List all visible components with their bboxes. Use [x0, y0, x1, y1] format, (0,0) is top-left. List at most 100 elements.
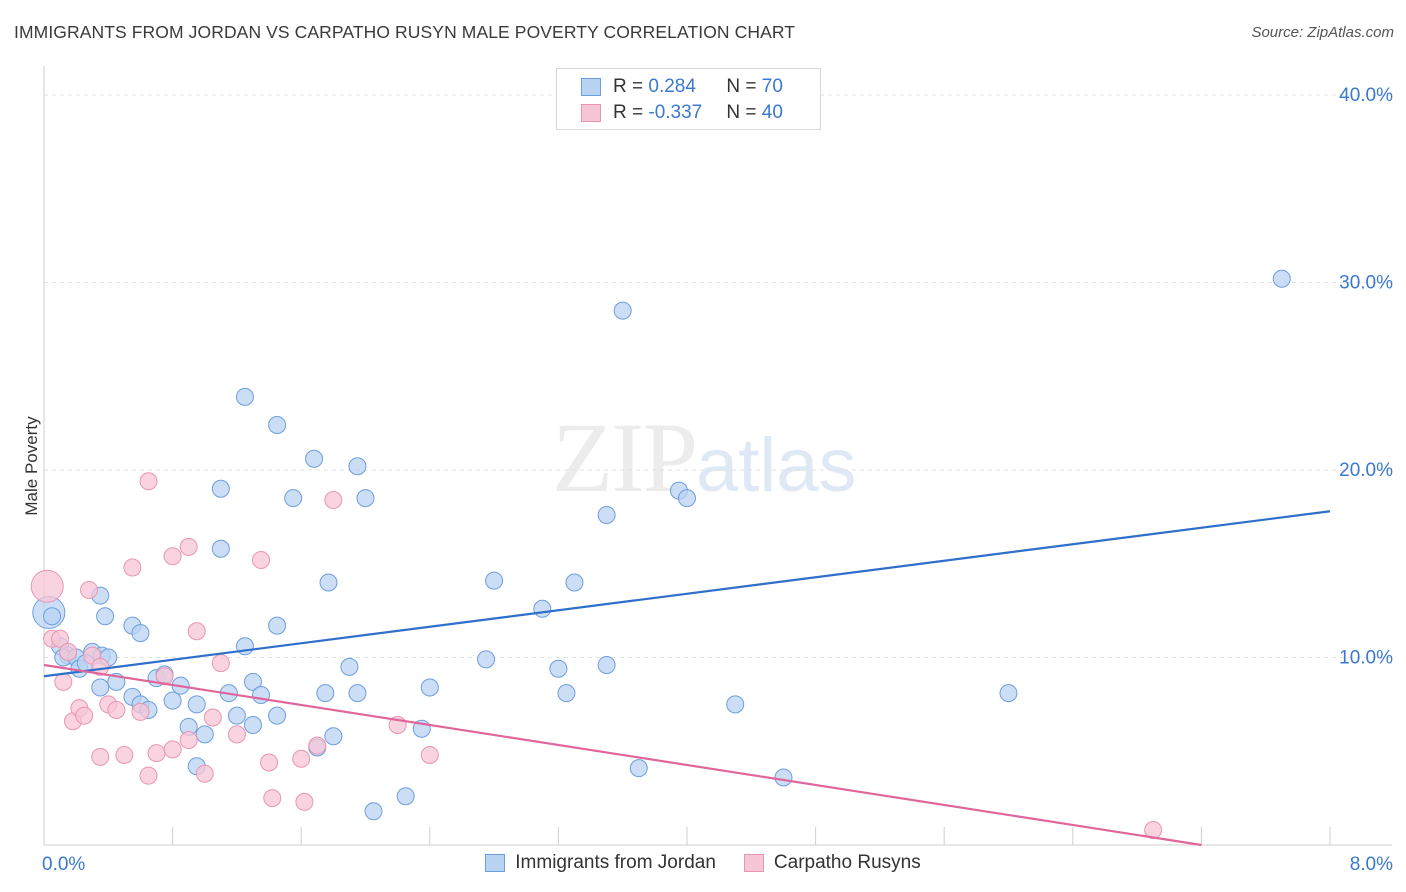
data-point-jordan — [316, 684, 335, 703]
data-point-rusyn — [115, 746, 134, 764]
data-point-rusyn — [195, 764, 214, 783]
data-point-rusyn — [54, 672, 73, 691]
data-point-jordan — [533, 599, 552, 618]
data-point-rusyn — [139, 472, 158, 491]
data-point-rusyn — [163, 740, 182, 759]
data-point-rusyn — [295, 792, 314, 811]
data-point-jordan — [195, 725, 214, 744]
data-point-jordan — [319, 573, 338, 592]
data-point-jordan — [211, 539, 230, 558]
data-point-rusyn — [324, 491, 343, 509]
data-point-jordan — [726, 695, 745, 714]
data-point-jordan — [774, 768, 793, 787]
data-point-jordan — [211, 479, 230, 498]
data-point-rusyn — [59, 642, 78, 661]
data-point-jordan — [549, 659, 568, 678]
data-point-rusyn — [292, 749, 311, 768]
n-value: 40 — [761, 102, 783, 123]
data-point-jordan — [565, 573, 584, 592]
jordan-swatch — [581, 78, 601, 96]
legend-label-rusyn: Carpatho Rusyns — [773, 852, 921, 873]
n-value: 70 — [761, 76, 783, 97]
data-point-rusyn — [51, 629, 70, 648]
source-label: Source: ZipAtlas.com — [1251, 24, 1394, 41]
data-point-jordan — [252, 686, 271, 704]
data-point-jordan — [613, 301, 632, 320]
data-point-jordan — [43, 607, 62, 626]
data-point-jordan — [243, 672, 262, 691]
chart-title: IMMIGRANTS FROM JORDAN VS CARPATHO RUSYN… — [14, 22, 796, 42]
data-point-rusyn — [227, 725, 246, 744]
data-point-jordan — [227, 706, 246, 725]
series-legend: Immigrants from Jordan Carpatho Rusyns — [0, 852, 1406, 874]
data-point-jordan — [356, 489, 375, 508]
legend-swatch-jordan — [485, 854, 506, 872]
data-point-jordan — [243, 716, 262, 734]
data-point-rusyn — [107, 701, 126, 719]
data-point-jordan — [1272, 269, 1291, 288]
y-tick-label: 10.0% — [1339, 648, 1393, 669]
data-point-jordan — [131, 624, 150, 643]
r-label: R = — [613, 76, 649, 97]
data-point-jordan — [324, 727, 343, 746]
data-point-jordan — [678, 489, 696, 508]
data-point-jordan — [284, 489, 303, 508]
data-point-jordan — [268, 416, 287, 434]
y-axis-label: Male Poverty — [22, 416, 41, 516]
legend-label-jordan: Immigrants from Jordan — [515, 852, 716, 873]
data-point-rusyn — [139, 766, 158, 785]
data-point-jordan — [187, 695, 206, 714]
data-point-rusyn — [260, 753, 279, 772]
legend-item-rusyn: Carpatho Rusyns — [743, 852, 921, 874]
data-point-rusyn — [203, 708, 222, 727]
data-point-jordan — [268, 706, 287, 725]
n-label: N = — [726, 76, 762, 97]
data-point-rusyn — [211, 654, 230, 673]
stats-legend: R = 0.284 N = 70 R = -0.337 N = 40 — [556, 68, 821, 130]
data-point-rusyn — [308, 736, 327, 755]
data-point-rusyn — [187, 622, 206, 641]
y-tick-label: 30.0% — [1339, 273, 1393, 294]
data-point-jordan — [163, 691, 182, 710]
data-point-jordan — [420, 678, 439, 697]
data-point-rusyn — [179, 731, 198, 749]
data-point-jordan — [91, 678, 110, 697]
data-point-jordan — [348, 457, 367, 476]
data-point-jordan — [268, 616, 287, 635]
data-point-rusyn — [75, 706, 94, 725]
watermark-atlas: atlas — [696, 423, 857, 508]
data-point-rusyn — [30, 569, 64, 603]
rusyn-swatch — [581, 104, 601, 122]
stats-legend-row-jordan: R = 0.284 N = 70 — [581, 74, 783, 100]
data-point-rusyn — [163, 547, 182, 566]
y-tick-label: 20.0% — [1339, 460, 1393, 481]
trend-line-jordan — [43, 510, 1331, 678]
data-point-jordan — [364, 802, 383, 821]
data-point-jordan — [96, 607, 115, 626]
data-point-jordan — [477, 650, 496, 669]
data-point-rusyn — [179, 537, 198, 556]
y-tick-label: 40.0% — [1339, 85, 1393, 106]
data-point-jordan — [557, 684, 576, 703]
data-point-rusyn — [263, 789, 282, 808]
r-value: -0.337 — [648, 102, 703, 123]
data-point-rusyn — [131, 702, 150, 721]
r-value: 0.284 — [648, 76, 696, 97]
legend-item-jordan: Immigrants from Jordan — [485, 852, 716, 874]
stats-legend-row-rusyn: R = -0.337 N = 40 — [581, 100, 783, 126]
n-label: N = — [726, 102, 762, 123]
data-point-rusyn — [252, 551, 271, 569]
data-point-jordan — [340, 657, 359, 676]
data-point-jordan — [235, 387, 254, 406]
data-point-jordan — [485, 571, 504, 590]
r-label: R = — [613, 102, 649, 123]
x-tick-label: 0.0% — [42, 854, 85, 875]
data-point-jordan — [348, 684, 367, 703]
x-tick-label: 8.0% — [1350, 854, 1393, 875]
data-point-jordan — [629, 759, 648, 778]
data-point-rusyn — [420, 746, 439, 764]
data-point-rusyn — [147, 744, 166, 763]
data-point-rusyn — [80, 581, 99, 599]
data-point-jordan — [597, 656, 616, 674]
